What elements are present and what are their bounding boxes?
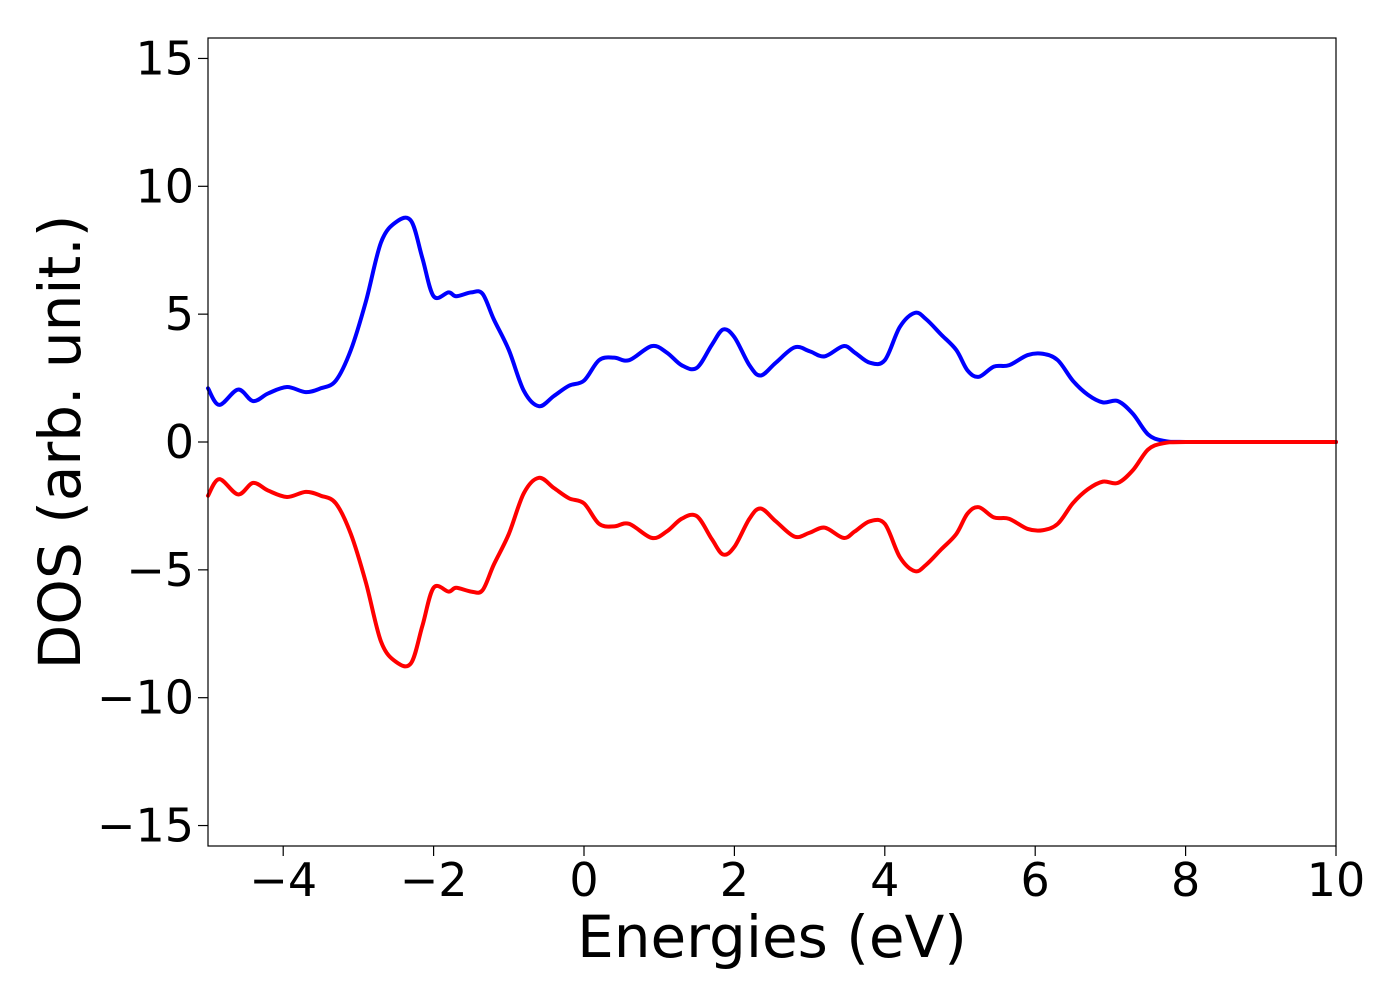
x-tick-label: −2	[400, 853, 468, 907]
y-tick-label: 0	[165, 415, 194, 469]
x-tick-label: 8	[1171, 853, 1200, 907]
spin-down-dos-line	[206, 439, 1338, 669]
spin-up-dos-line	[206, 215, 1338, 445]
x-tick-label: 6	[1021, 853, 1050, 907]
series-layer	[206, 215, 1338, 669]
plot-frame	[207, 37, 1337, 847]
y-axis-label: DOS (arb. unit.)	[26, 215, 94, 670]
y-tick-label: −5	[126, 543, 194, 597]
y-axis: 15 10 5 0 −5 −10 −15	[97, 31, 208, 853]
x-tick-label: 10	[1307, 853, 1366, 907]
y-tick-label: 10	[135, 159, 194, 213]
x-tick-label: 4	[870, 853, 899, 907]
y-tick-label: 5	[165, 287, 194, 341]
x-axis-label: Energies (eV)	[577, 903, 967, 971]
x-tick-label: 2	[720, 853, 749, 907]
x-tick-label: −4	[249, 853, 317, 907]
y-tick-label: 15	[135, 31, 194, 85]
y-tick-label: −15	[97, 799, 194, 853]
y-tick-label: −10	[97, 671, 194, 725]
x-axis: −4 −2 0 2 4 6 8 10	[249, 846, 1365, 907]
x-tick-label: 0	[569, 853, 598, 907]
